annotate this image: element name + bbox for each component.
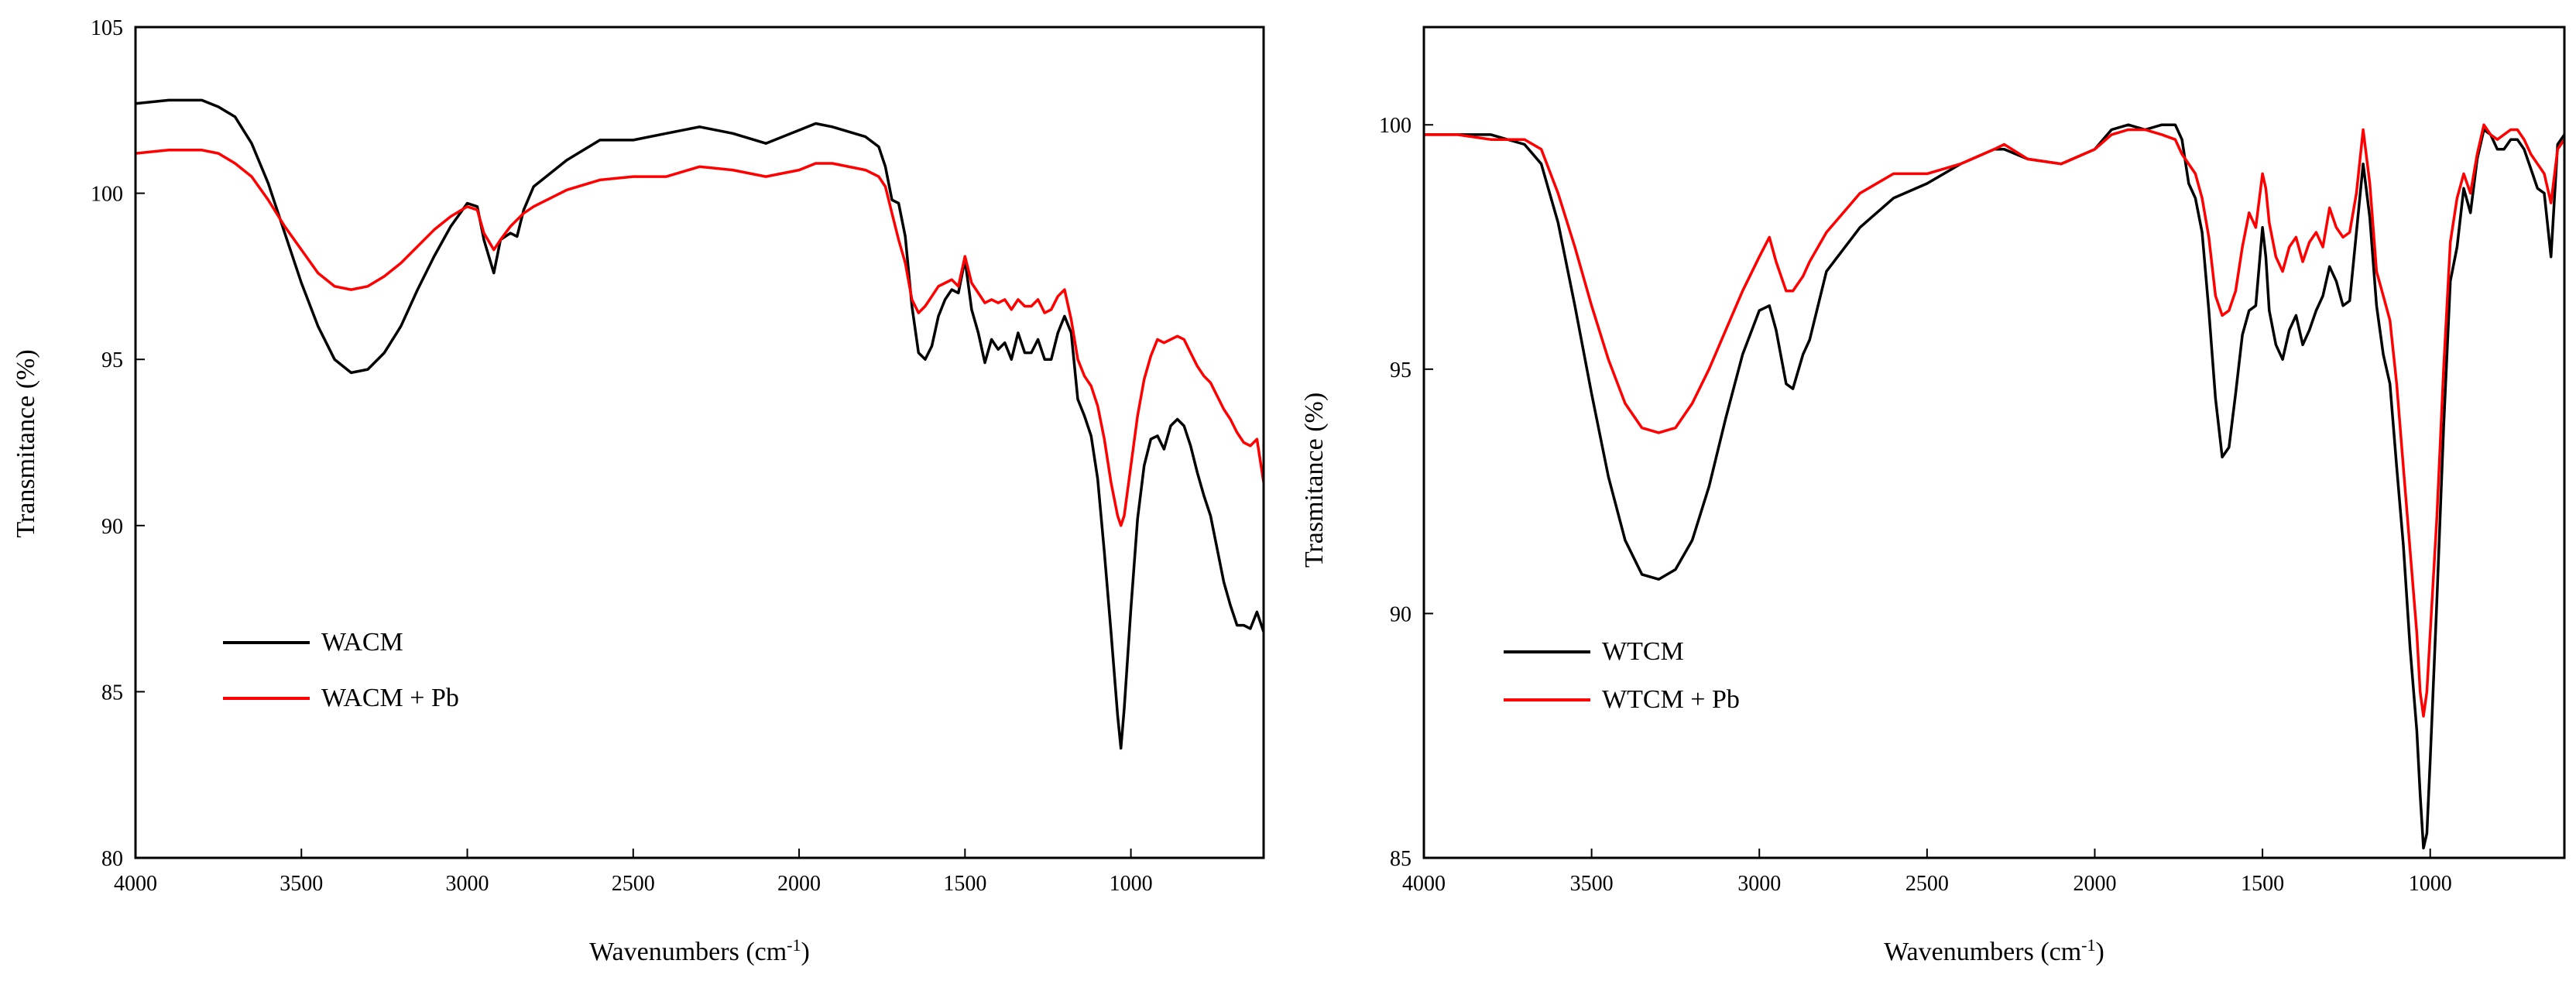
x-axis-label-sup: -1 <box>787 935 801 955</box>
chart-wtcm: Trasmitance (%) 4000 3500 3000 2500 2000 1500… <box>1300 26 2566 967</box>
series-line-wtcm <box>1424 123 2564 850</box>
y-tick-label: 85 <box>101 681 123 705</box>
x-tick-label: 3000 <box>446 872 489 896</box>
x-axis-label-main: Wavenumbers (cm <box>1884 938 2081 966</box>
y-tick-label: 95 <box>1390 358 1411 382</box>
x-axis-label-main: Wavenumbers (cm <box>589 938 787 966</box>
x-tick-label: 2500 <box>1905 872 1949 896</box>
x-axis-label-sup: -1 <box>2081 935 2095 955</box>
series-layer <box>135 98 1264 750</box>
x-tick-label: 4000 <box>114 872 157 896</box>
y-axis-label: Trasmitance (%) <box>1300 393 1329 568</box>
x-tick-label: 2500 <box>612 872 655 896</box>
y-axis-label: Transmitance (%) <box>12 349 40 537</box>
series-line-wacm-pb <box>135 149 1264 527</box>
plot-frame <box>1422 26 2566 859</box>
x-axis-label: Wavenumbers (cm-1) <box>1884 935 2104 967</box>
y-axis-title: Transmitance (%) <box>12 349 40 537</box>
x-axis-label-close: ) <box>2096 938 2104 966</box>
x-tick-label: 2000 <box>2073 872 2116 896</box>
y-tick-label: 85 <box>1390 847 1411 871</box>
legend: WTCM WTCM + Pb <box>1504 637 1740 714</box>
y-tick-label: 80 <box>101 847 123 871</box>
legend-label-wtcm: WTCM <box>1602 637 1684 666</box>
legend-label-wacm-pb: WACM + Pb <box>321 684 459 712</box>
series-line-wtcm-pb <box>1424 123 2564 718</box>
x-axis-label: Wavenumbers (cm-1) <box>589 935 810 967</box>
y-tick-label: 100 <box>91 183 123 207</box>
x-tick-label: 3000 <box>1737 872 1781 896</box>
x-tick-label: 2000 <box>777 872 821 896</box>
y-tick-label: 90 <box>1390 602 1411 626</box>
x-tick-label: 1500 <box>2241 872 2284 896</box>
legend-label-wtcm-pb: WTCM + Pb <box>1602 685 1740 714</box>
x-tick-label: 3500 <box>1570 872 1614 896</box>
legend-label-wacm: WACM <box>321 628 403 657</box>
x-tick-label: 1000 <box>2409 872 2452 896</box>
chart-wtcm-panel: Trasmitance (%) 4000 3500 3000 2500 2000 1500… <box>1288 0 2576 998</box>
y-tick-label: 90 <box>101 515 123 539</box>
chart-wacm: Transmitance (%) 4000 3500 3000 2500 2000 150… <box>12 16 1265 967</box>
tick-layer: 4000 3500 3000 2500 2000 1500 1000 80 85 90 95 100 1… <box>91 16 1153 896</box>
x-axis-label-close: ) <box>801 938 810 966</box>
legend: WACM WACM + Pb <box>223 628 459 712</box>
y-tick-label: 105 <box>91 16 123 40</box>
x-tick-label: 3500 <box>280 872 323 896</box>
y-tick-label: 95 <box>101 348 123 372</box>
tick-layer: 4000 3500 3000 2500 2000 1500 1000 85 90 95 100 <box>1379 114 2452 896</box>
y-tick-label: 100 <box>1379 114 1411 138</box>
plot-frame <box>134 26 1265 859</box>
chart-wacm-panel: Transmitance (%) 4000 3500 3000 2500 2000 150… <box>12 16 1265 967</box>
series-line-wacm <box>135 98 1264 750</box>
series-layer <box>1424 123 2564 850</box>
x-tick-label: 1000 <box>1110 872 1153 896</box>
x-tick-label: 4000 <box>1402 872 1446 896</box>
x-tick-label: 1500 <box>943 872 986 896</box>
y-axis-title: Trasmitance (%) <box>1300 393 1329 568</box>
